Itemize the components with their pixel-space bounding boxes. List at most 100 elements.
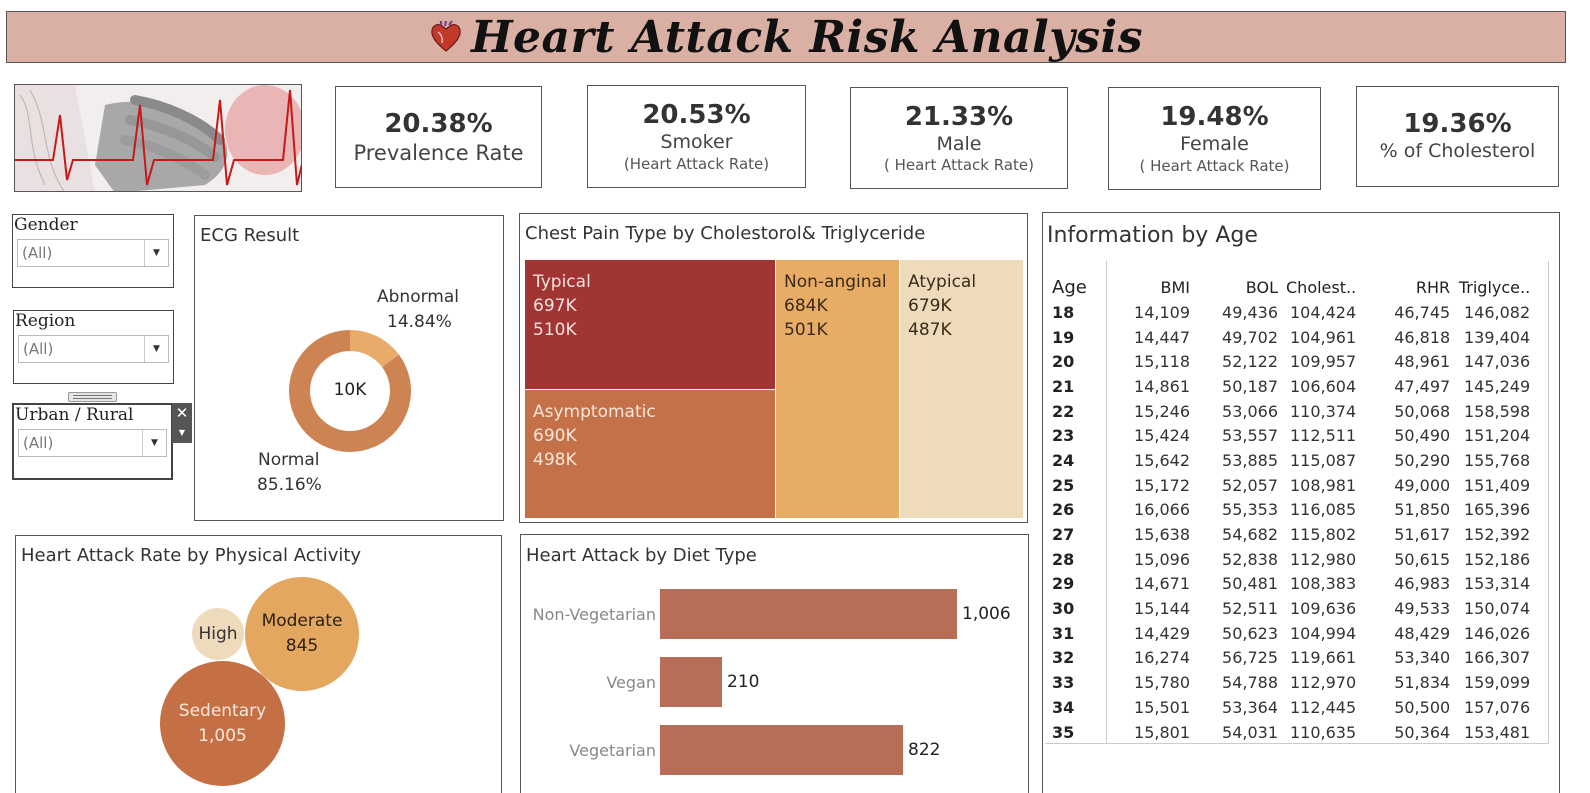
table-row[interactable]: 35 15,801 54,031 110,635 50,364 153,481 — [1048, 719, 1534, 745]
kpi-sublabel: ( Heart Attack Rate) — [1139, 156, 1290, 175]
table-row[interactable]: 34 15,501 53,364 112,445 50,500 157,076 — [1048, 695, 1534, 720]
kpi-female-rate: 19.48% Female ( Heart Attack Rate) — [1108, 87, 1321, 190]
chest-pain-title: Chest Pain Type by Cholestorol& Triglyce… — [525, 223, 926, 244]
cell-value-1: 684K — [784, 296, 828, 316]
table-cell: 14,861 — [1134, 376, 1190, 396]
table-row[interactable]: 25 15,172 52,057 108,981 49,000 151,409 — [1048, 472, 1534, 498]
table-row[interactable]: 29 14,671 50,481 108,383 46,983 153,314 — [1048, 571, 1534, 597]
table-cell: 52,122 — [1222, 352, 1278, 372]
diet-bar[interactable] — [660, 657, 722, 707]
table-cell: 108,981 — [1290, 475, 1357, 495]
table-row[interactable]: 27 15,638 54,682 115,802 51,617 152,392 — [1048, 522, 1534, 547]
kpi-label: Female — [1180, 133, 1249, 156]
table-cell: 46,745 — [1394, 302, 1451, 322]
table-row[interactable]: 19 14,447 49,702 104,961 46,818 139,404 — [1048, 324, 1534, 350]
bubble-moderate[interactable]: Moderate 845 — [245, 577, 359, 691]
table-cell: 15,118 — [1134, 352, 1190, 372]
table-cell: 18 — [1048, 300, 1107, 325]
table-row[interactable]: 23 15,424 53,557 112,511 50,490 151,204 — [1048, 423, 1534, 449]
table-row[interactable]: 26 16,066 55,353 116,085 51,850 165,396 — [1048, 497, 1534, 523]
table-row[interactable]: 24 15,642 53,885 115,087 50,290 155,768 — [1048, 448, 1534, 473]
cell-name: Typical — [533, 272, 591, 292]
table-cell: 50,500 — [1394, 697, 1451, 717]
urban-rural-select-value: (All) — [23, 434, 54, 452]
table-cell: 112,980 — [1290, 549, 1357, 569]
column-header-triglyceride[interactable]: Triglyce.. — [1458, 278, 1531, 297]
column-header-age[interactable]: Age — [1052, 277, 1087, 298]
treemap-cell-atypical[interactable]: Atypical 679K 487K — [900, 260, 1023, 518]
chevron-down-icon[interactable]: ▼ — [178, 428, 186, 437]
table-cell: 30 — [1048, 596, 1107, 621]
kpi-label: Prevalence Rate — [353, 140, 524, 165]
chevron-down-icon[interactable]: ▼ — [144, 336, 168, 362]
table-cell: 54,682 — [1222, 525, 1278, 545]
region-filter-title: Region — [15, 311, 76, 331]
table-row[interactable]: 20 15,118 52,122 109,957 48,961 147,036 — [1048, 349, 1534, 375]
table-row[interactable]: 21 14,861 50,187 106,604 47,497 145,249 — [1048, 374, 1534, 399]
urban-rural-select[interactable]: (All) ▼ — [18, 429, 167, 457]
table-cell: 14,671 — [1134, 574, 1190, 594]
region-select[interactable]: (All) ▼ — [18, 335, 169, 363]
table-cell: 52,511 — [1222, 599, 1278, 619]
treemap-cell-asymptomatic[interactable]: Asymptomatic 690K 498K — [525, 390, 775, 518]
table-cell: 104,994 — [1290, 623, 1357, 643]
treemap-cell-non-anginal[interactable]: Non-anginal 684K 501K — [776, 260, 899, 518]
gender-select[interactable]: (All) ▼ — [17, 239, 169, 267]
table-cell: 15,638 — [1134, 525, 1190, 545]
table-cell: 15,096 — [1134, 549, 1190, 569]
diet-bar[interactable] — [660, 725, 903, 775]
table-cell: 15,246 — [1134, 401, 1190, 421]
cell-value-1: 679K — [908, 296, 952, 316]
treemap-cell-typical[interactable]: Typical 697K 510K — [525, 260, 775, 389]
table-cell: 51,850 — [1394, 500, 1451, 520]
table-row[interactable]: 18 14,109 49,436 104,424 46,745 146,082 — [1048, 300, 1534, 325]
table-row[interactable]: 32 16,274 56,725 119,661 53,340 166,307 — [1048, 645, 1534, 671]
close-icon[interactable]: ✕ — [175, 404, 189, 422]
cell-value-1: 697K — [533, 296, 577, 316]
bubble-sedentary[interactable]: Sedentary 1,005 — [160, 661, 285, 786]
table-cell: 53,557 — [1222, 426, 1278, 446]
kpi-smoker-rate: 20.53% Smoker (Heart Attack Rate) — [587, 85, 806, 188]
table-row[interactable]: 28 15,096 52,838 112,980 50,615 152,186 — [1048, 546, 1534, 572]
table-cell: 56,725 — [1222, 648, 1278, 668]
column-header-bol[interactable]: BOL — [1245, 278, 1278, 297]
divider — [1106, 261, 1107, 743]
column-header-rhr[interactable]: RHR — [1415, 278, 1451, 297]
table-cell: 109,636 — [1290, 599, 1357, 619]
table-cell: 35 — [1048, 719, 1107, 745]
table-row[interactable]: 22 15,246 53,066 110,374 50,068 158,598 — [1048, 398, 1534, 424]
physical-activity-title: Heart Attack Rate by Physical Activity — [21, 545, 362, 566]
table-cell: 33 — [1048, 670, 1107, 695]
table-cell: 152,186 — [1464, 549, 1531, 569]
banner-image — [14, 84, 302, 192]
table-cell: 158,598 — [1464, 401, 1531, 421]
ecg-normal-pct: 85.16% — [257, 475, 322, 495]
bubble-high[interactable]: High — [192, 608, 244, 660]
table-cell: 15,780 — [1134, 673, 1190, 693]
chevron-down-icon[interactable]: ▼ — [144, 240, 168, 266]
table-cell: 159,099 — [1464, 673, 1531, 693]
ecg-total: 10K — [333, 380, 367, 400]
table-cell: 27 — [1048, 522, 1107, 547]
region-filter: Region (All) ▼ — [13, 310, 174, 384]
chest-pain-panel: Chest Pain Type by Cholestorol& Triglyce… — [519, 213, 1028, 523]
physical-activity-panel: Heart Attack Rate by Physical Activity H… — [15, 535, 502, 793]
chevron-down-icon[interactable]: ▼ — [142, 430, 166, 456]
diet-bar[interactable] — [660, 589, 957, 639]
bubble-label: Moderate — [261, 611, 343, 631]
table-cell: 51,834 — [1394, 673, 1451, 693]
divider — [1045, 743, 1549, 744]
table-row[interactable]: 33 15,780 54,788 112,970 51,834 159,099 — [1048, 670, 1534, 695]
table-row[interactable]: 31 14,429 50,623 104,994 48,429 146,026 — [1048, 620, 1534, 646]
table-cell: 16,066 — [1134, 500, 1190, 520]
table-cell: 32 — [1048, 645, 1107, 671]
column-header-bmi[interactable]: BMI — [1160, 278, 1191, 297]
page-title: Heart Attack Risk Analysis — [470, 11, 1144, 63]
drag-handle[interactable] — [68, 392, 117, 402]
table-cell: 146,026 — [1464, 623, 1531, 643]
table-cell: 50,290 — [1394, 450, 1451, 470]
table-row[interactable]: 30 15,144 52,511 109,636 49,533 150,074 — [1048, 596, 1534, 621]
column-header-cholesterol[interactable]: Cholest.. — [1286, 278, 1357, 297]
ecg-normal-label: Normal — [258, 450, 320, 470]
kpi-prevalence-rate: 20.38% Prevalence Rate — [335, 86, 542, 188]
